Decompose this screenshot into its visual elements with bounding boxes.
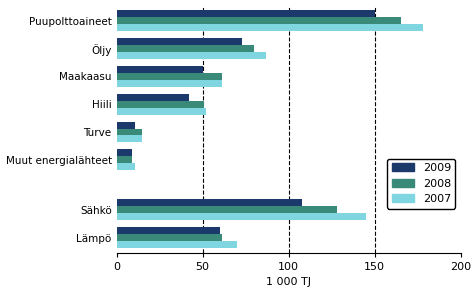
Bar	[116, 206, 336, 213]
Bar	[116, 38, 242, 45]
Bar	[116, 227, 219, 234]
Bar	[116, 17, 400, 24]
Bar	[116, 94, 188, 101]
Bar	[116, 156, 132, 163]
Legend: 2009, 2008, 2007: 2009, 2008, 2007	[386, 159, 455, 209]
Bar	[116, 199, 302, 206]
Bar	[116, 66, 202, 73]
Bar	[116, 52, 266, 59]
Bar	[116, 45, 254, 52]
X-axis label: 1 000 TJ: 1 000 TJ	[266, 277, 310, 287]
Bar	[116, 24, 422, 31]
Bar	[116, 163, 135, 170]
Bar	[116, 80, 221, 87]
Bar	[116, 101, 204, 108]
Bar	[116, 149, 132, 156]
Bar	[116, 241, 237, 248]
Bar	[116, 213, 366, 220]
Bar	[116, 129, 142, 135]
Bar	[116, 108, 206, 115]
Bar	[116, 11, 374, 17]
Bar	[116, 122, 135, 129]
Bar	[116, 135, 142, 142]
Bar	[116, 73, 221, 80]
Bar	[116, 234, 221, 241]
